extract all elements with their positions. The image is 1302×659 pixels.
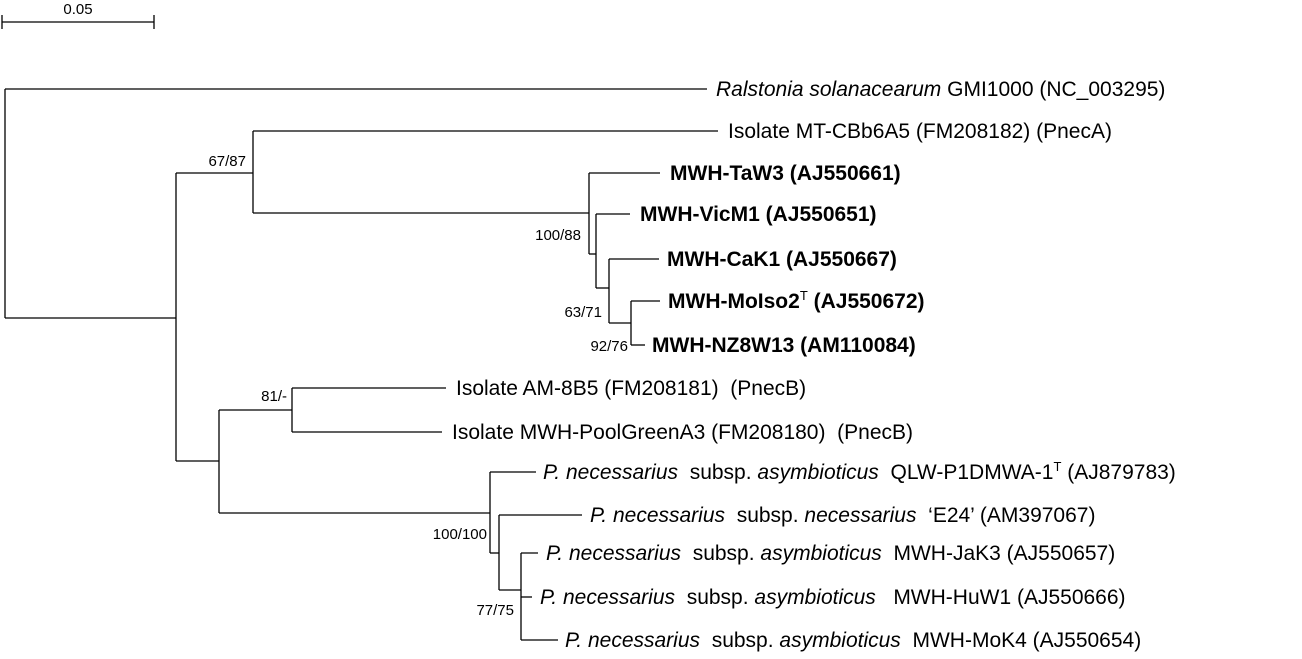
scale-bar-label: 0.05: [63, 1, 92, 18]
leaf-label-part: asymbioticus: [779, 629, 901, 652]
leaf-label-part: MWH-JaK3 (AJ550657): [882, 542, 1115, 565]
leaf-label-part: subsp.: [681, 542, 760, 565]
leaf-label-part: T: [1053, 459, 1061, 474]
leaf-label: MWH-CaK1 (AJ550667): [667, 248, 897, 271]
leaf-label-part: P. necessarius: [540, 586, 676, 609]
bootstrap-value: 67/87: [208, 153, 246, 170]
leaf-label-part: MWH-MoK4 (AJ550654): [901, 629, 1141, 652]
tree-branches: [4, 88, 718, 641]
leaf-label-part: QLW-P1DMWA-1: [879, 461, 1054, 484]
leaf-label-part: MWH-VicM1 (AJ550651): [640, 203, 877, 226]
bootstrap-value: 100/88: [535, 227, 581, 244]
leaf-label-part: Ralstonia solanacearum: [716, 78, 941, 101]
leaf-label-part: MWH-MoIso2: [668, 290, 800, 313]
leaf-label: P. necessarius subsp. asymbioticus QLW-P…: [543, 459, 1176, 484]
scale-bar: 0.05: [1, 1, 155, 29]
leaf-label-part: P. necessarius: [543, 461, 679, 484]
bootstrap-value: 92/76: [590, 338, 628, 355]
leaf-label: MWH-VicM1 (AJ550651): [640, 203, 877, 226]
bootstrap-value: 63/71: [564, 304, 602, 321]
leaf-label: MWH-MoIso2T (AJ550672): [668, 288, 925, 313]
leaf-label-part: subsp.: [675, 586, 754, 609]
leaf-label-part: P. necessarius: [590, 504, 726, 527]
leaf-label-part: (AJ879783): [1061, 461, 1175, 484]
leaf-label: P. necessarius subsp. asymbioticus MWH-M…: [565, 629, 1141, 652]
leaf-label-part: P. necessarius: [565, 629, 701, 652]
leaf-label: Ralstonia solanacearum GMI1000 (NC_00329…: [716, 78, 1165, 101]
leaf-label-part: Isolate MT-CBb6A5 (FM208182) (PnecA): [728, 120, 1112, 143]
leaf-label-part: Isolate AM-8B5 (FM208181) (PnecB): [456, 377, 806, 400]
leaf-label: MWH-TaW3 (AJ550661): [670, 162, 901, 185]
leaf-label-part: MWH-HuW1 (AJ550666): [876, 586, 1126, 609]
leaf-label-part: subsp.: [725, 504, 804, 527]
bootstrap-value: 77/75: [476, 602, 514, 619]
bootstrap-values: 67/87 100/88 63/71 92/76 81/- 100/100 77…: [208, 153, 628, 619]
leaf-label-part: MWH-TaW3 (AJ550661): [670, 162, 901, 185]
leaf-label-part: asymbioticus: [760, 542, 882, 565]
leaf-labels: Ralstonia solanacearum GMI1000 (NC_00329…: [452, 78, 1176, 652]
leaf-label-part: asymbioticus: [757, 461, 879, 484]
leaf-label: P. necessarius subsp. necessarius ‘E24’ …: [590, 504, 1095, 527]
leaf-label-part: (AJ550672): [808, 290, 925, 313]
leaf-label-part: P. necessarius: [546, 542, 682, 565]
bootstrap-value: 100/100: [433, 526, 487, 543]
leaf-label-part: MWH-CaK1 (AJ550667): [667, 248, 897, 271]
leaf-label: MWH-NZ8W13 (AM110084): [652, 334, 916, 357]
leaf-label: Isolate AM-8B5 (FM208181) (PnecB): [456, 377, 806, 400]
leaf-label: Isolate MT-CBb6A5 (FM208182) (PnecA): [728, 120, 1112, 143]
leaf-label: P. necessarius subsp. asymbioticus MWH-H…: [540, 586, 1126, 609]
leaf-label-part: necessarius: [804, 504, 917, 527]
leaf-label: P. necessarius subsp. asymbioticus MWH-J…: [546, 542, 1115, 565]
leaf-label-part: Isolate MWH-PoolGreenA3 (FM208180) (Pnec…: [452, 421, 913, 444]
bootstrap-value: 81/-: [261, 388, 287, 405]
leaf-label-part: subsp.: [700, 629, 779, 652]
leaf-label-part: subsp.: [678, 461, 757, 484]
leaf-label-part: GMI1000 (NC_003295): [941, 78, 1165, 101]
leaf-label-part: T: [800, 288, 808, 303]
leaf-label: Isolate MWH-PoolGreenA3 (FM208180) (Pnec…: [452, 421, 913, 444]
leaf-label-part: asymbioticus: [754, 586, 876, 609]
leaf-label-part: MWH-NZ8W13 (AM110084): [652, 334, 916, 357]
leaf-label-part: ‘E24’ (AM397067): [916, 504, 1095, 527]
